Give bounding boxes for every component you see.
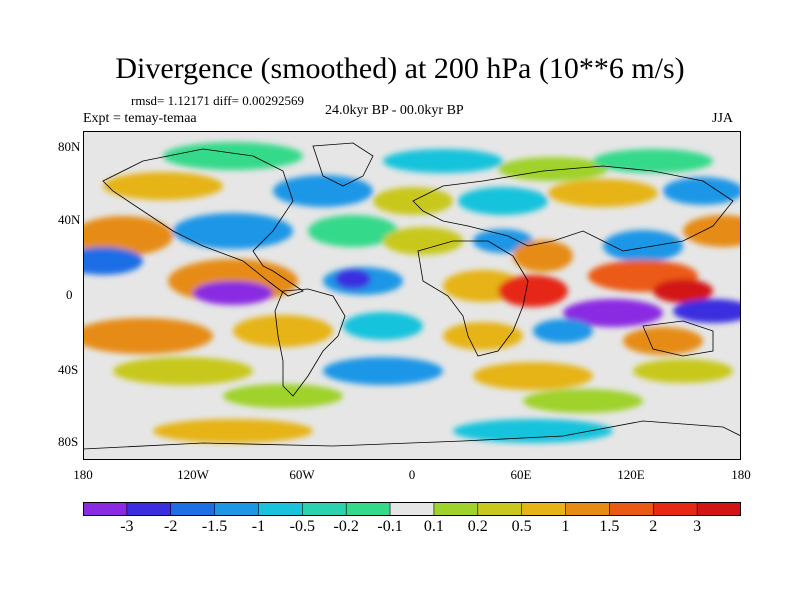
season-label: JJA [712, 111, 734, 126]
colorbar-swatch [83, 502, 128, 516]
south-america-coast [274, 288, 346, 397]
north-america-coast [102, 148, 304, 297]
colorbar-label: 2 [649, 518, 658, 535]
colorbar-swatch [696, 502, 741, 516]
africa-coast [417, 240, 529, 357]
colorbar-swatch [389, 502, 435, 516]
lon-tick-0: 0 [408, 467, 416, 482]
colorbar-swatch [345, 502, 391, 516]
colorbar-label: 0.5 [511, 518, 532, 535]
colorbar-swatch [477, 502, 523, 516]
map-border [83, 131, 741, 460]
colorbar-swatch [214, 502, 260, 516]
lon-tick-180e: 180 [731, 467, 751, 482]
colorbar-label: -0.5 [289, 518, 315, 535]
lon-tick-180w: 180 [73, 467, 93, 482]
lat-tick-40s: 40S [58, 362, 79, 377]
colorbar-label: 0.1 [423, 518, 444, 535]
lat-tick-40n: 40N [58, 212, 81, 227]
colorbar-label: 3 [693, 518, 702, 535]
lon-tick-60e: 60E [510, 467, 532, 482]
colorbar-label: -1.5 [201, 518, 228, 535]
period-label: 24.0kyr BP - 00.0kyr BP [325, 103, 464, 118]
antarctica-coast [83, 420, 741, 450]
colorbar [83, 502, 741, 516]
colorbar-swatch [258, 502, 304, 516]
colorbar-label: -2 [164, 518, 178, 535]
lat-tick-eq: 0 [66, 287, 73, 302]
colorbar-label: -3 [120, 518, 134, 535]
lon-tick-120w: 120W [177, 467, 209, 482]
colorbar-swatch [652, 502, 698, 516]
divergence-field [83, 142, 741, 443]
colorbar-swatch [521, 502, 567, 516]
colorbar-swatches [83, 502, 741, 516]
colorbar-label: -0.1 [377, 518, 403, 535]
colorbar-swatch [126, 502, 172, 516]
colorbar-swatch [302, 502, 348, 516]
australia-coast [642, 320, 714, 357]
colorbar-swatch [170, 502, 216, 516]
lon-tick-60w: 60W [289, 467, 315, 482]
map-title: Divergence (smoothed) at 200 hPa (10**6 … [115, 52, 685, 85]
colorbar-label: 0.2 [467, 518, 488, 535]
lat-tick-80n: 80N [58, 139, 81, 154]
lat-tick-80s: 80S [58, 434, 79, 449]
stats-text: rmsd= 1.12171 diff= 0.00292569 [131, 93, 304, 108]
coastlines [83, 142, 741, 450]
experiment-label: Expt = temay-temaa [83, 111, 197, 126]
colorbar-label: -1 [251, 518, 266, 535]
colorbar-label: 1 [561, 518, 570, 535]
lon-tick-120e: 120E [617, 467, 645, 482]
divergence-map [83, 131, 741, 460]
colorbar-border [83, 502, 741, 516]
greenland-coast [312, 142, 374, 187]
colorbar-swatch [565, 502, 611, 516]
europe-asia-coast [412, 165, 734, 252]
colorbar-label: -0.2 [333, 518, 359, 535]
colorbar-label: 1.5 [599, 518, 620, 535]
colorbar-swatch [609, 502, 655, 516]
colorbar-swatch [433, 502, 479, 516]
